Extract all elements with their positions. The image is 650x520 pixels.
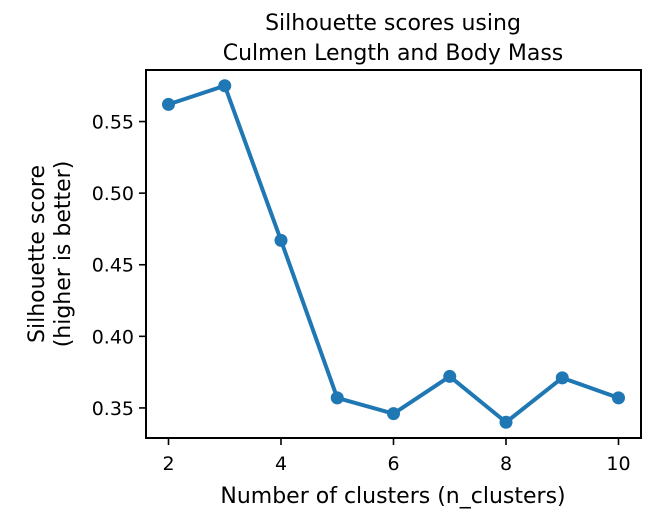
x-tick-label: 6 [387, 453, 399, 475]
x-axis-label: Number of clusters (n_clusters) [220, 484, 565, 509]
x-tick-label: 10 [606, 453, 630, 475]
data-point [330, 391, 344, 405]
y-axis-label-line-2: (higher is better) [51, 161, 76, 348]
x-tick-label: 8 [500, 453, 512, 475]
x-tick-label: 4 [275, 453, 287, 475]
data-point [499, 415, 513, 429]
data-point [387, 407, 400, 421]
data-point [218, 79, 232, 93]
axis-ticks: 2 4 6 8 10 0.35 0.40 0.45 0.50 0.55 [92, 112, 631, 475]
plot-frame [145, 69, 642, 439]
data-point [612, 391, 625, 405]
chart-title-line-2: Culmen Length and Body Mass [223, 41, 564, 66]
y-tick-label: 0.45 [92, 255, 134, 277]
series-line [166, 83, 621, 425]
y-tick-label: 0.50 [92, 183, 134, 205]
data-series [162, 79, 625, 429]
data-point [443, 369, 457, 383]
y-tick-label: 0.40 [92, 326, 134, 348]
data-point [162, 97, 175, 111]
y-axis-label-line-1: Silhouette score [25, 165, 50, 343]
data-point [555, 371, 569, 385]
x-tick-label: 2 [162, 453, 174, 475]
y-tick-label: 0.55 [92, 112, 134, 134]
data-point [274, 233, 288, 247]
y-tick-label: 0.35 [92, 398, 134, 420]
chart-title-line-1: Silhouette scores using [265, 11, 521, 36]
